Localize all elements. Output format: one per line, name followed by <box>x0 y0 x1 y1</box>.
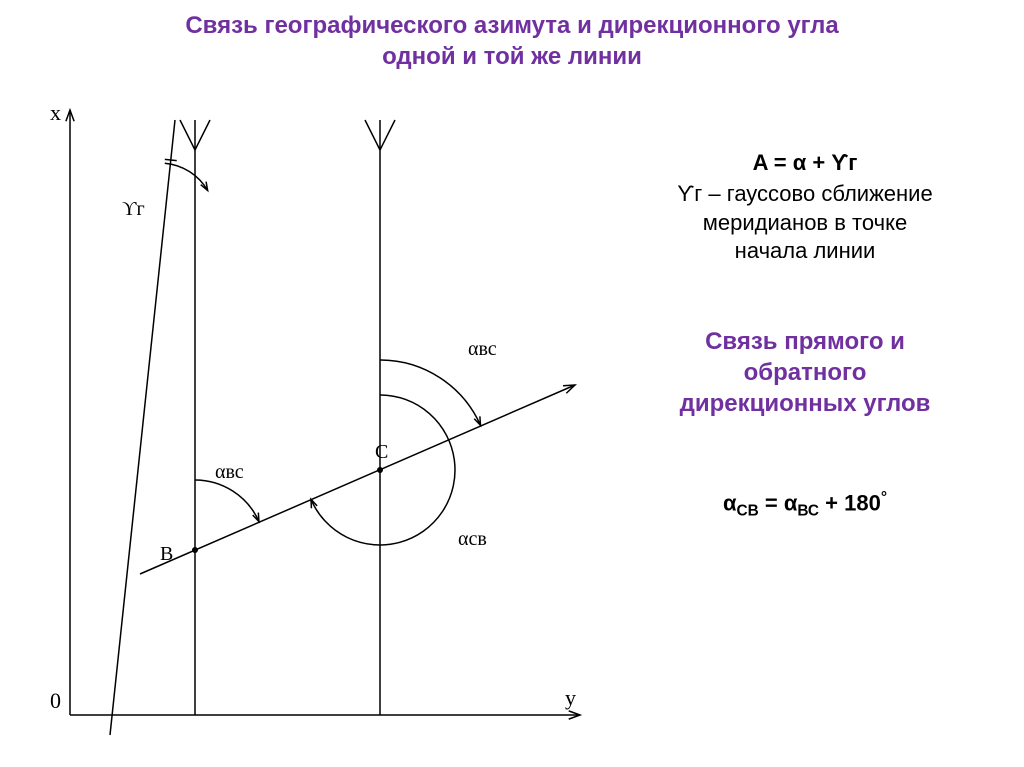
svg-text:αвс: αвс <box>468 338 497 360</box>
title-line1: Связь географического азимута и дирекцио… <box>40 10 984 41</box>
formula-1: A = α + ϒг <box>600 150 1010 176</box>
title-line2: одной и той же линии <box>40 41 984 72</box>
subtitle: Связь прямого и обратного дирекционных у… <box>600 326 1010 420</box>
formula-2: αСВ = αВС + 180° <box>600 489 1010 521</box>
diagram: x y 0 B C ϒг αвс αвс αсв <box>20 100 590 740</box>
svg-text:x: x <box>50 100 61 125</box>
svg-text:αвс: αвс <box>215 461 244 483</box>
svg-text:y: y <box>565 685 576 710</box>
svg-text:0: 0 <box>50 688 61 713</box>
svg-text:C: C <box>375 441 388 463</box>
svg-text:αсв: αсв <box>458 528 487 550</box>
desc-1: ϒг – гауссово сближение меридианов в точ… <box>600 180 1010 266</box>
svg-text:B: B <box>160 543 173 565</box>
svg-text:ϒг: ϒг <box>122 198 145 220</box>
right-column: A = α + ϒг ϒг – гауссово сближение мерид… <box>600 150 1010 521</box>
